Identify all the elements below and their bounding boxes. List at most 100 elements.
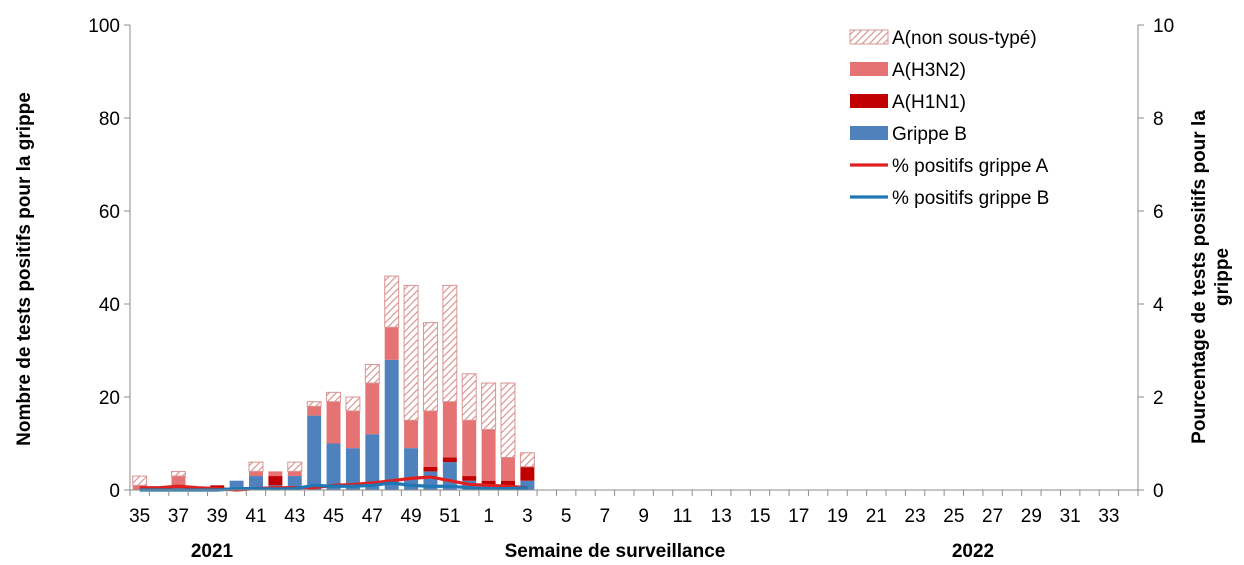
legend-item-pct-positifs-grippe-a: % positifs grippe A	[850, 156, 1049, 177]
bar-a-h1n1-week-51	[442, 457, 457, 463]
right-tick-label: 0	[1153, 481, 1164, 502]
x-tick-label: 13	[711, 506, 732, 527]
bar-a-h1n1-week-2	[501, 480, 515, 486]
x-tick-label: 25	[943, 506, 964, 527]
bar-grippe-b-week-40	[229, 480, 244, 490]
bar-a-h3n2-week-50	[423, 410, 438, 467]
bar-grippe-b-week-3	[520, 480, 535, 490]
legend-item-a-h3n2: A(H3N2)	[850, 60, 966, 81]
left-tick-label: 60	[99, 202, 120, 223]
x-tick-label: 35	[129, 506, 150, 527]
bar-a-non-sous-typ-week-2	[500, 382, 516, 458]
legend-label: A(non sous-typé)	[892, 28, 1037, 49]
left-tick-label: 80	[99, 109, 120, 130]
bar-a-non-sous-typ-week-49	[403, 284, 419, 421]
bar-a-h3n2-week-51	[442, 401, 457, 458]
x-tick-label: 41	[245, 506, 266, 527]
bar-a-non-sous-typ-week-43	[287, 461, 303, 472]
x-tick-label: 17	[788, 506, 809, 527]
x-axis-title: Semaine de surveillance	[505, 541, 726, 562]
legend-swatch	[850, 62, 888, 76]
right-tick-label: 8	[1153, 109, 1164, 130]
left-axis-title: Nombre de tests positifs pour la grippe	[14, 92, 35, 446]
bar-grippe-b-week-45	[326, 443, 341, 490]
left-tick-label: 20	[99, 388, 120, 409]
x-tick-label: 51	[439, 506, 460, 527]
bar-a-h1n1-week-50	[423, 466, 438, 472]
bar-a-h3n2-week-41	[249, 471, 263, 477]
legend-label: % positifs grippe A	[892, 156, 1049, 177]
right-axis-title: Pourcentage de tests positifs pour la gr…	[1189, 110, 1233, 444]
bar-a-non-sous-typ-week-3	[519, 452, 535, 468]
bar-a-h3n2-week-47	[365, 383, 380, 435]
bar-a-h3n2-week-48	[384, 327, 399, 360]
left-tick-label: 0	[109, 481, 120, 502]
legend-item-a-h1n1: A(H1N1)	[850, 92, 966, 113]
right-tick-label: 2	[1153, 388, 1164, 409]
bar-a-h1n1-week-3	[520, 466, 535, 481]
bar-a-h3n2-week-1	[481, 429, 496, 481]
x-tick-label: 43	[284, 506, 305, 527]
legend-swatch	[850, 126, 888, 140]
x-tick-label: 39	[207, 506, 228, 527]
bar-grippe-b-week-44	[307, 415, 322, 490]
bar-a-h3n2-week-44	[307, 406, 322, 416]
x-tick-label: 45	[323, 506, 344, 527]
bar-grippe-b-week-48	[384, 359, 399, 490]
right-axis-title-line-1: Pourcentage de tests positifs pour la	[1189, 110, 1210, 444]
x-tick-label: 19	[827, 506, 848, 527]
bar-a-h3n2-week-42	[268, 471, 283, 477]
legend-label: A(H1N1)	[892, 92, 966, 113]
bar-a-non-sous-typ-week-37	[170, 470, 186, 477]
legend-item-pct-positifs-grippe-b: % positifs grippe B	[850, 188, 1049, 209]
legend: A(non sous-typé) A(H3N2) A(H1N1) Grippe B % …	[849, 28, 1049, 209]
bar-a-h3n2-week-2	[501, 457, 515, 481]
bar-a-non-sous-typ-week-1	[481, 382, 497, 431]
bar-a-h3n2-week-45	[326, 401, 341, 444]
x-tick-label: 29	[1021, 506, 1042, 527]
legend-swatch	[849, 29, 889, 45]
x-tick-label: 9	[638, 506, 649, 527]
bar-a-non-sous-typ-week-51	[442, 284, 458, 403]
bar-a-h3n2-week-43	[287, 471, 302, 477]
bar-a-non-sous-typ-week-45	[326, 391, 342, 403]
bar-a-non-sous-typ-week-50	[422, 322, 438, 412]
bars-layer	[132, 275, 535, 490]
right-tick-label: 4	[1153, 295, 1164, 316]
bar-grippe-b-week-46	[345, 448, 360, 490]
bar-a-h3n2-week-52	[462, 420, 477, 477]
bar-a-non-sous-typ-week-41	[248, 461, 264, 472]
legend-label: A(H3N2)	[892, 60, 966, 81]
bar-grippe-b-week-41	[249, 476, 263, 490]
bar-a-non-sous-typ-week-35	[132, 475, 148, 486]
x-tick-label: 7	[600, 506, 611, 527]
year-label-2022: 2022	[952, 541, 994, 562]
bar-grippe-b-week-47	[365, 434, 380, 490]
left-tick-label: 40	[99, 295, 120, 316]
bar-a-h1n1-week-52	[462, 476, 477, 481]
bar-grippe-b-week-51	[442, 462, 457, 490]
bar-a-non-sous-typ-week-46	[345, 396, 361, 412]
bar-a-non-sous-typ-week-47	[364, 363, 380, 384]
x-tick-label: 5	[561, 506, 572, 527]
bar-a-h1n1-week-1	[481, 480, 496, 486]
x-tick-label: 1	[483, 506, 494, 527]
bar-a-non-sous-typ-week-48	[384, 275, 400, 328]
x-tick-label: 27	[982, 506, 1003, 527]
x-tick-label: 3	[522, 506, 533, 527]
x-tick-label: 15	[749, 506, 770, 527]
left-tick-label: 100	[88, 16, 120, 37]
x-tick-label: 23	[905, 506, 926, 527]
x-tick-label: 11	[673, 506, 693, 527]
bar-a-non-sous-typ-week-52	[461, 373, 477, 421]
legend-item-grippe-b: Grippe B	[850, 124, 967, 145]
x-tick-label: 21	[866, 506, 887, 527]
bar-a-h1n1-week-42	[268, 476, 283, 486]
right-tick-label: 6	[1153, 202, 1164, 223]
right-tick-label: 10	[1153, 16, 1174, 37]
x-tick-label: 49	[401, 506, 422, 527]
bar-a-non-sous-typ-week-44	[306, 401, 322, 407]
x-tick-label: 47	[362, 506, 383, 527]
